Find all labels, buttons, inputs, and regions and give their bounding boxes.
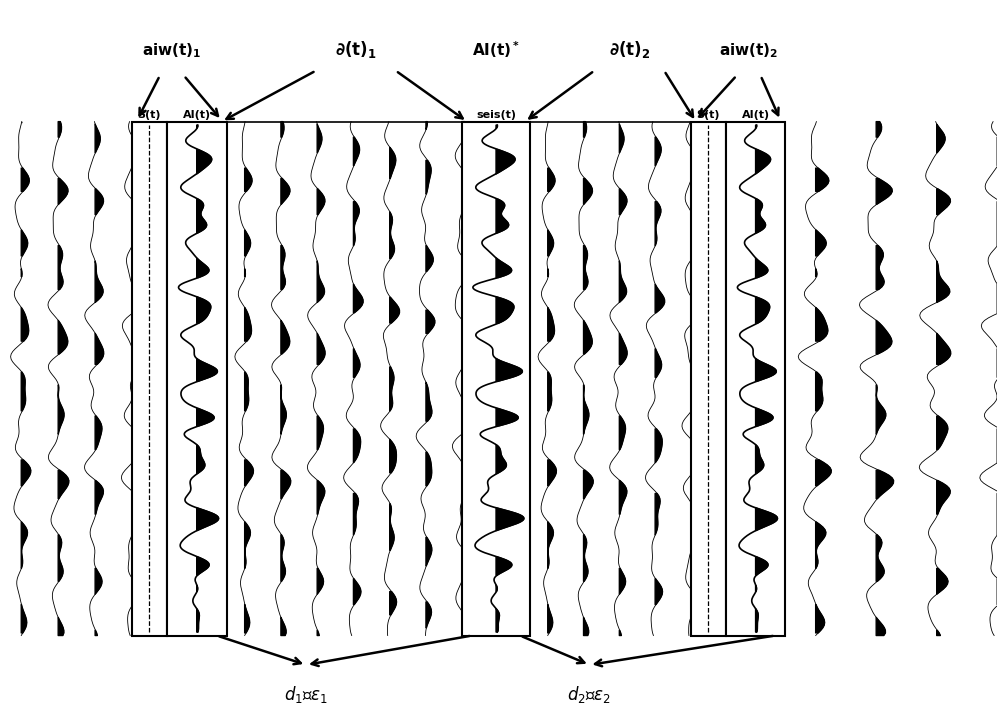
Text: $d_1$或$\varepsilon_1$: $d_1$或$\varepsilon_1$ bbox=[284, 684, 328, 706]
Bar bbox=[462, 122, 530, 636]
Text: $d_2$或$\varepsilon_2$: $d_2$或$\varepsilon_2$ bbox=[567, 684, 612, 706]
Text: S(t): S(t) bbox=[138, 110, 161, 120]
Bar bbox=[167, 122, 227, 636]
Text: $\mathbf{aiw(t)_1}$: $\mathbf{aiw(t)_1}$ bbox=[142, 41, 202, 60]
Text: AI(t): AI(t) bbox=[183, 110, 211, 120]
Text: S(t): S(t) bbox=[697, 110, 720, 120]
Text: $\mathbf{aiw(t)_2}$: $\mathbf{aiw(t)_2}$ bbox=[719, 41, 778, 60]
Text: seis(t): seis(t) bbox=[476, 110, 516, 120]
Bar bbox=[132, 122, 167, 636]
Text: $\mathbf{AI(t)^*}$: $\mathbf{AI(t)^*}$ bbox=[472, 39, 520, 60]
Bar bbox=[726, 122, 785, 636]
Text: $\mathbf{\partial(t)_2}$: $\mathbf{\partial(t)_2}$ bbox=[609, 39, 650, 60]
Text: $\mathbf{\partial(t)_1}$: $\mathbf{\partial(t)_1}$ bbox=[335, 39, 377, 60]
Text: AI(t): AI(t) bbox=[742, 110, 770, 120]
Bar bbox=[691, 122, 726, 636]
